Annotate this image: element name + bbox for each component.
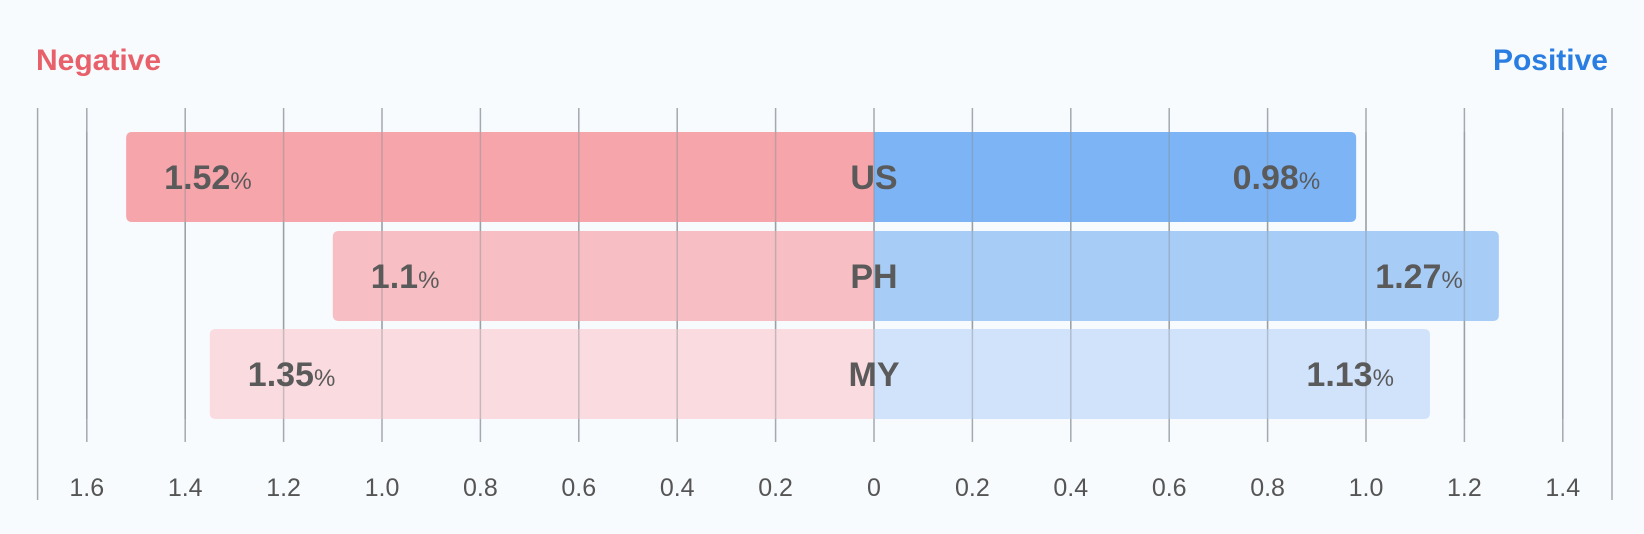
x-tick-label: 1.6: [69, 474, 104, 502]
x-axis-ticks: 1.6 1.4 1.2 1.0 0.8 0.6 0.4 0.2 0 0.2 0.4 0.6 0.8 1.0…: [69, 474, 1580, 502]
value-unit: %: [1373, 365, 1394, 392]
x-tick-label: 1.2: [1447, 474, 1482, 502]
x-tick-label: 1.0: [365, 474, 400, 502]
x-tick-label: 1.4: [1545, 474, 1580, 502]
x-tick-label: 0.4: [660, 474, 695, 502]
negative-bar-us: [126, 132, 874, 222]
category-label-my: MY: [849, 356, 900, 394]
value-unit: %: [1441, 267, 1462, 294]
label-layer: US1.52% 0.98%PH1.1% 1.27%MY1.35% 1.13%: [164, 159, 1463, 394]
legend-item-negative: Negative: [36, 44, 161, 77]
legend: Negative Positive: [36, 44, 1608, 77]
x-tick-label: 1.2: [266, 474, 301, 502]
x-tick-label: 0: [867, 474, 881, 502]
x-tick-label: 0.4: [1053, 474, 1088, 502]
x-tick-label: 0.6: [561, 474, 596, 502]
positive-bar-us: [874, 132, 1357, 222]
negative-value-label-ph: 1.1%: [371, 258, 440, 296]
value-unit: %: [314, 365, 335, 392]
x-tick-label: 0.2: [955, 474, 990, 502]
grid-overlay: [86, 132, 1564, 419]
legend-item-positive: Positive: [1493, 44, 1608, 77]
value-unit: %: [1299, 168, 1320, 195]
value-unit: %: [230, 168, 251, 195]
negative-bar-ph: [332, 231, 874, 321]
x-tick-label: 0.6: [1152, 474, 1187, 502]
x-tick-label: 0.8: [463, 474, 498, 502]
category-label-ph: PH: [850, 258, 897, 296]
category-label-us: US: [850, 159, 897, 197]
x-tick-label: 0.2: [758, 474, 793, 502]
x-tick-label: 1.4: [168, 474, 203, 502]
bar-layer: [86, 132, 1564, 419]
positive-bar-ph: [874, 231, 1499, 321]
x-tick-label: 0.8: [1250, 474, 1285, 502]
positive-bar-my: [874, 329, 1430, 419]
negative-bar-my: [209, 329, 875, 419]
value-unit: %: [418, 267, 439, 294]
x-tick-label: 1.0: [1349, 474, 1384, 502]
